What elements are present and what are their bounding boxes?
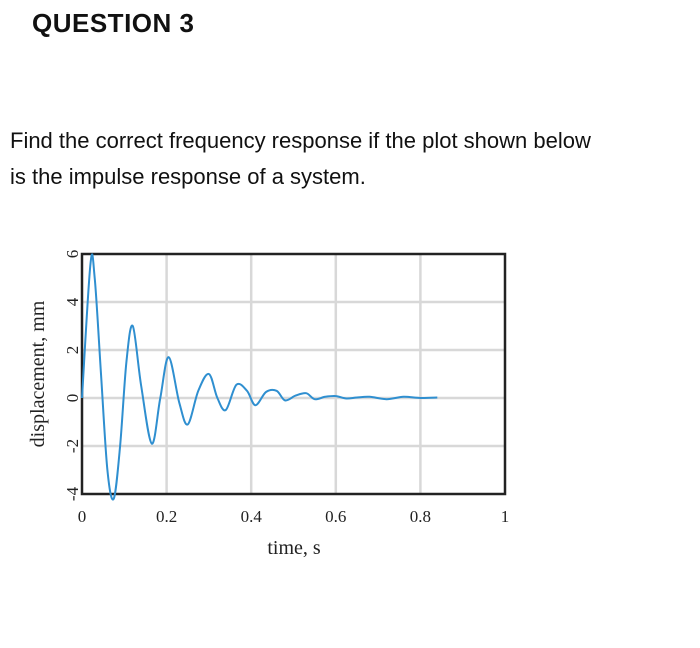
question-title: QUESTION 3 xyxy=(32,8,195,38)
series-line xyxy=(81,253,438,501)
y-tick-label: 0 xyxy=(63,394,82,403)
y-tick-labels: 6 4 2 0 -2 -4 xyxy=(63,250,82,501)
x-axis-label: time, s xyxy=(267,537,321,559)
x-tick-label: 1 xyxy=(501,507,510,526)
y-tick-label: 4 xyxy=(63,297,82,306)
y-tick-label: 2 xyxy=(63,346,82,355)
y-tick-label: -2 xyxy=(63,439,82,453)
x-tick-labels: 0 0.2 0.4 0.6 0.8 1 xyxy=(78,507,510,526)
x-tick-label: 0.8 xyxy=(410,507,431,526)
plot-area-background xyxy=(82,254,505,494)
series-layer xyxy=(81,253,438,501)
y-tick-label: -4 xyxy=(63,486,82,501)
x-tick-label: 0.4 xyxy=(241,507,263,526)
plot-area-frame xyxy=(80,252,507,496)
x-tick-label: 0.2 xyxy=(156,507,177,526)
question-text-line2: is the impulse response of a system. xyxy=(10,164,366,189)
chart-grid xyxy=(82,254,505,494)
y-axis-label: displacement, mm xyxy=(27,300,49,447)
question-text-line1: Find the correct frequency response if t… xyxy=(10,128,591,153)
x-tick-label: 0 xyxy=(78,507,87,526)
x-tick-label: 0.6 xyxy=(325,507,346,526)
question-text: Find the correct frequency response if t… xyxy=(10,123,690,195)
y-tick-label: 6 xyxy=(63,250,82,259)
impulse-response-chart: 0 0.2 0.4 0.6 0.8 1 6 4 2 0 -2 -4 time, s displace… xyxy=(27,250,510,559)
